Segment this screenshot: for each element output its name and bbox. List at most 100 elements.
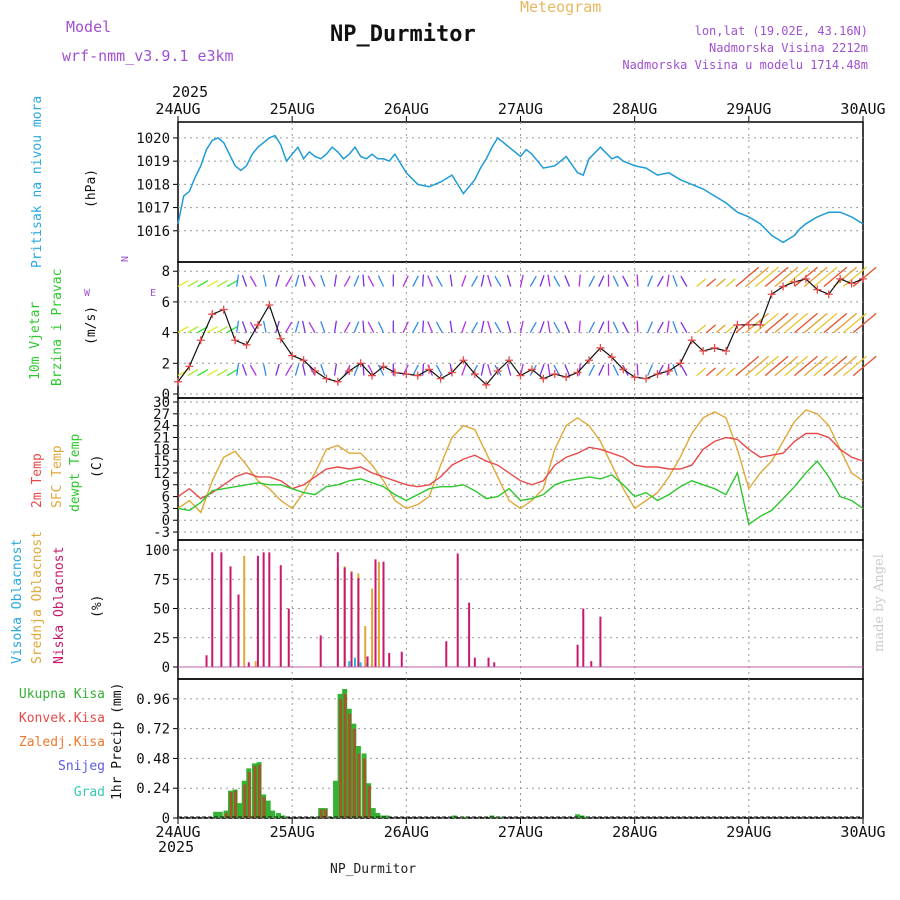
wind-arrow bbox=[598, 321, 605, 333]
wind-speed-marker bbox=[562, 373, 571, 382]
wind-arrow bbox=[823, 312, 848, 334]
conv-precip-bar bbox=[247, 772, 251, 818]
wind-arrow bbox=[735, 312, 760, 334]
wind-arrow bbox=[301, 274, 306, 287]
mid-cloud-bar bbox=[243, 555, 246, 667]
conv-precip-bar bbox=[367, 785, 371, 818]
conv-precip-bar bbox=[258, 764, 262, 818]
wind-arrow bbox=[813, 312, 838, 334]
wind-arrow bbox=[226, 326, 238, 334]
temp-ytick-label: 24 bbox=[153, 419, 170, 435]
wind-arrow bbox=[803, 312, 828, 334]
wind-speed-marker bbox=[619, 365, 628, 374]
pressure-ytick-label: 1020 bbox=[136, 131, 170, 147]
wind-arrow bbox=[187, 369, 199, 377]
low-cloud-bar bbox=[343, 567, 346, 667]
low-cloud-bar bbox=[468, 602, 471, 667]
mid-cloud-bar bbox=[371, 588, 374, 667]
legend-frozen-precip: Zaledj.Kisa bbox=[18, 735, 105, 750]
model-name: wrf-nmm_v3.9.1 e3km bbox=[62, 47, 234, 65]
wind-arrow bbox=[494, 275, 502, 287]
wind-arrow bbox=[852, 312, 877, 334]
wind-speed-marker bbox=[390, 368, 399, 377]
wind-arrow bbox=[262, 320, 267, 333]
wind-arrow bbox=[696, 367, 707, 377]
wind-arrow bbox=[480, 320, 485, 333]
low-cloud-bar bbox=[268, 552, 271, 667]
wind-arrow bbox=[362, 274, 365, 287]
wind-arrow bbox=[612, 364, 619, 376]
wind-arrow bbox=[672, 364, 678, 376]
wind-arrow bbox=[588, 321, 596, 333]
low-cloud-bar bbox=[336, 552, 339, 667]
wind-arrow bbox=[506, 320, 512, 333]
wind-arrow bbox=[823, 355, 848, 377]
wind-arrow bbox=[706, 367, 717, 377]
bottom-day-label: 26AUG bbox=[384, 823, 429, 841]
conv-precip-bar bbox=[348, 713, 352, 818]
wind-arrow bbox=[294, 274, 300, 287]
wind-speed-marker bbox=[459, 356, 468, 365]
wind-arrow bbox=[553, 275, 561, 287]
wind-speed-marker bbox=[596, 343, 605, 352]
wind-compass-e: E bbox=[150, 288, 157, 299]
top-day-label: 25AUG bbox=[270, 100, 315, 118]
bottom-day-label: 29AUG bbox=[726, 823, 771, 841]
panel-frame-5 bbox=[177, 678, 864, 819]
total-precip-bar bbox=[265, 800, 271, 818]
top-day-label: 24AUG bbox=[155, 100, 200, 118]
wind-arrow bbox=[529, 275, 537, 287]
wind-speed-marker bbox=[482, 380, 491, 389]
wind-speed-marker bbox=[208, 310, 217, 319]
wind-speed-marker bbox=[733, 320, 742, 329]
conv-precip-bar bbox=[234, 790, 238, 818]
wind-arrow bbox=[367, 275, 375, 287]
wind-speed-marker bbox=[550, 370, 559, 379]
wind-speed-marker bbox=[790, 277, 799, 286]
meteogram-label: Meteogram bbox=[520, 0, 602, 16]
total-precip-bar bbox=[575, 814, 581, 818]
wind-speed-marker bbox=[470, 370, 479, 379]
wind-arrow bbox=[207, 326, 219, 334]
wind-arrow bbox=[241, 321, 248, 333]
wind-arrow bbox=[308, 275, 316, 287]
wind-arrow bbox=[197, 279, 209, 288]
lonlat-text: lon,lat (19.02E, 43.16N) bbox=[694, 24, 868, 38]
temp-ytick-label: 12 bbox=[153, 466, 170, 482]
conv-precip-bar bbox=[363, 758, 367, 818]
wind-speed-marker bbox=[253, 320, 262, 329]
low-cloud-bar bbox=[599, 616, 602, 667]
wind-arrow bbox=[745, 312, 769, 334]
wind-arrow bbox=[308, 321, 316, 333]
wind-arrow bbox=[794, 355, 818, 377]
wind-speed-marker bbox=[356, 359, 365, 368]
wind-speed-marker bbox=[185, 362, 194, 371]
wind-speed-marker bbox=[527, 365, 536, 374]
wind-speed-marker bbox=[493, 366, 502, 375]
top-day-label: 29AUG bbox=[726, 100, 771, 118]
wind-arrow bbox=[823, 266, 848, 288]
wind-arrow bbox=[435, 321, 443, 333]
wind-arrow bbox=[377, 364, 385, 376]
year-bottom: 2025 bbox=[158, 838, 195, 856]
total-precip-bar bbox=[333, 780, 339, 818]
wind-arrow bbox=[402, 275, 409, 287]
wind-arrow bbox=[833, 312, 858, 334]
cloud-ytick-label: 50 bbox=[153, 602, 170, 618]
wind-arrow bbox=[725, 367, 736, 377]
top-day-label: 28AUG bbox=[612, 100, 657, 118]
wind-speed-marker bbox=[196, 336, 205, 345]
conv-precip-bar bbox=[253, 765, 257, 818]
wind-arrow bbox=[362, 320, 365, 333]
temp-ytick-label: 9 bbox=[162, 478, 170, 494]
temp-ytick-label: 27 bbox=[153, 407, 170, 423]
wind-arrow bbox=[333, 274, 338, 287]
wind-arrow bbox=[636, 363, 639, 376]
wind-arrow bbox=[588, 275, 596, 287]
wind-arrow bbox=[706, 278, 717, 288]
legend-snow: Snijeg bbox=[58, 759, 105, 774]
wind-arrow bbox=[461, 321, 467, 333]
wind-arrow bbox=[598, 364, 605, 376]
temp-ytick-label: 6 bbox=[162, 490, 170, 506]
wind-arrow bbox=[588, 364, 596, 376]
